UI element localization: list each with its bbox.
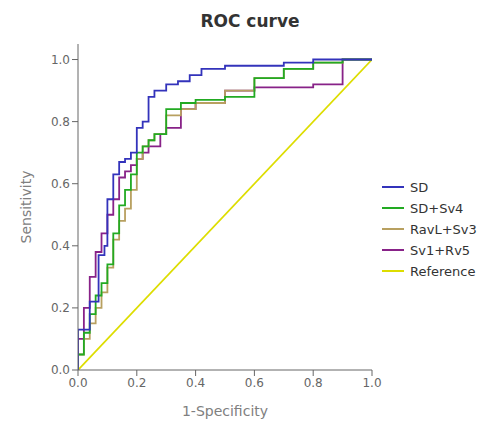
svg-text:0.6: 0.6	[245, 376, 264, 390]
html-text:Sv1+Rv5: Sv1+Rv5	[410, 242, 471, 258]
svg-text:0.2: 0.2	[127, 376, 146, 390]
svg-text:0.2: 0.2	[51, 301, 70, 315]
html-text:Reference: Reference	[410, 263, 476, 279]
svg-text:0.8: 0.8	[304, 376, 323, 390]
svg-text:0.4: 0.4	[51, 239, 70, 253]
svg-text:0.8: 0.8	[51, 115, 70, 129]
html-text:SD+Sv4: SD+Sv4	[410, 200, 464, 216]
svg-text:Sensitivity: Sensitivity	[18, 171, 34, 244]
svg-text:1.0: 1.0	[362, 376, 381, 390]
svg-text:0.6: 0.6	[51, 177, 70, 191]
svg-text:0.0: 0.0	[68, 376, 87, 390]
html-text:SD: SD	[410, 179, 429, 195]
svg-text:0.4: 0.4	[186, 376, 205, 390]
html-text:ROC curve: ROC curve	[200, 11, 300, 31]
html-text:RavL+Sv3: RavL+Sv3	[410, 221, 477, 237]
svg-text:1-Specificity: 1-Specificity	[182, 403, 268, 419]
svg-text:0.0: 0.0	[51, 363, 70, 377]
svg-text:1.0: 1.0	[51, 53, 70, 67]
